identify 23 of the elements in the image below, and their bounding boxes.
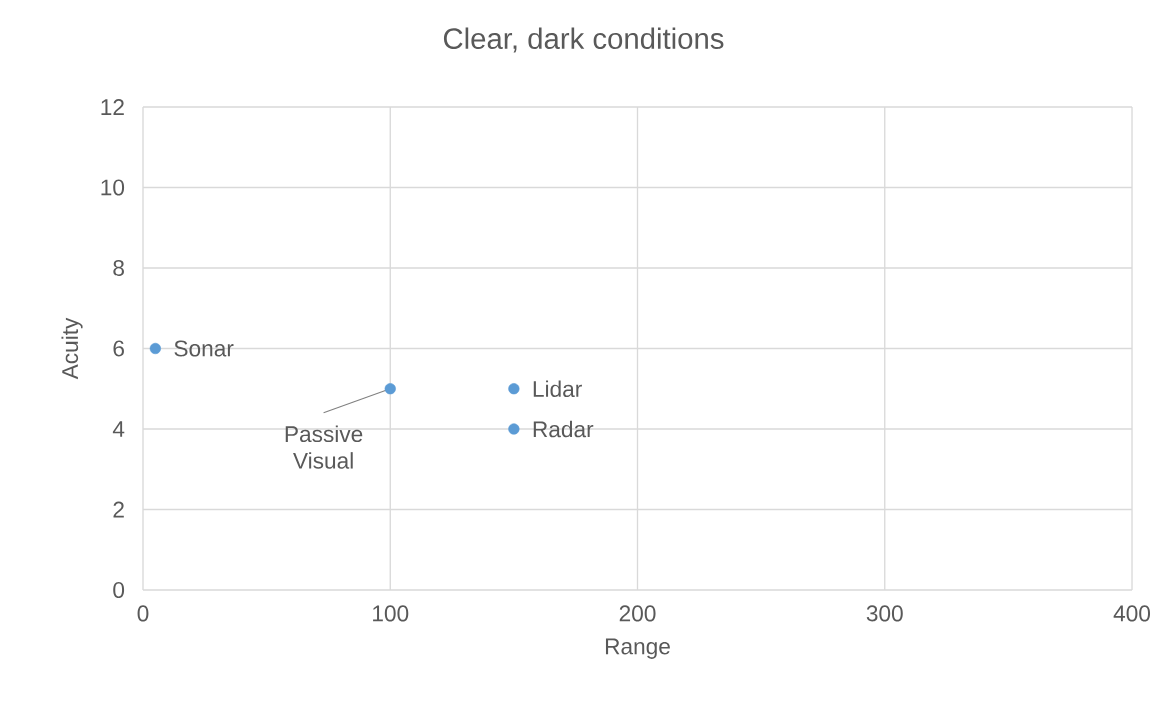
point: [508, 423, 520, 435]
annotation: Passive Visual: [285, 425, 363, 469]
annotation: Radar: [533, 420, 594, 438]
annotation: Sonar: [174, 340, 234, 357]
x-tick-label: 200: [619, 605, 656, 622]
chart-title: Clear, dark conditions: [443, 27, 724, 53]
x-tick-label: 400: [1113, 605, 1151, 622]
x-tick-label: 100: [373, 605, 409, 622]
y-tick-label: 8: [113, 259, 124, 277]
point: [508, 383, 520, 395]
y-tick-label: 10: [101, 179, 125, 196]
y-tick-label: 4: [112, 421, 125, 437]
point: [149, 342, 161, 355]
point: [384, 383, 396, 395]
x-tick-label: 0: [137, 605, 149, 622]
y-axis-title: Acuity: [61, 317, 83, 380]
annotation: Lidar: [533, 380, 582, 398]
x-tick-label: 300: [866, 605, 903, 622]
y-tick-label: 6: [113, 340, 124, 357]
x-axis-title: Range: [605, 638, 670, 659]
y-tick-label: 0: [113, 581, 125, 599]
y-tick-label: 12: [101, 99, 124, 115]
y-tick-label: 2: [113, 501, 124, 518]
